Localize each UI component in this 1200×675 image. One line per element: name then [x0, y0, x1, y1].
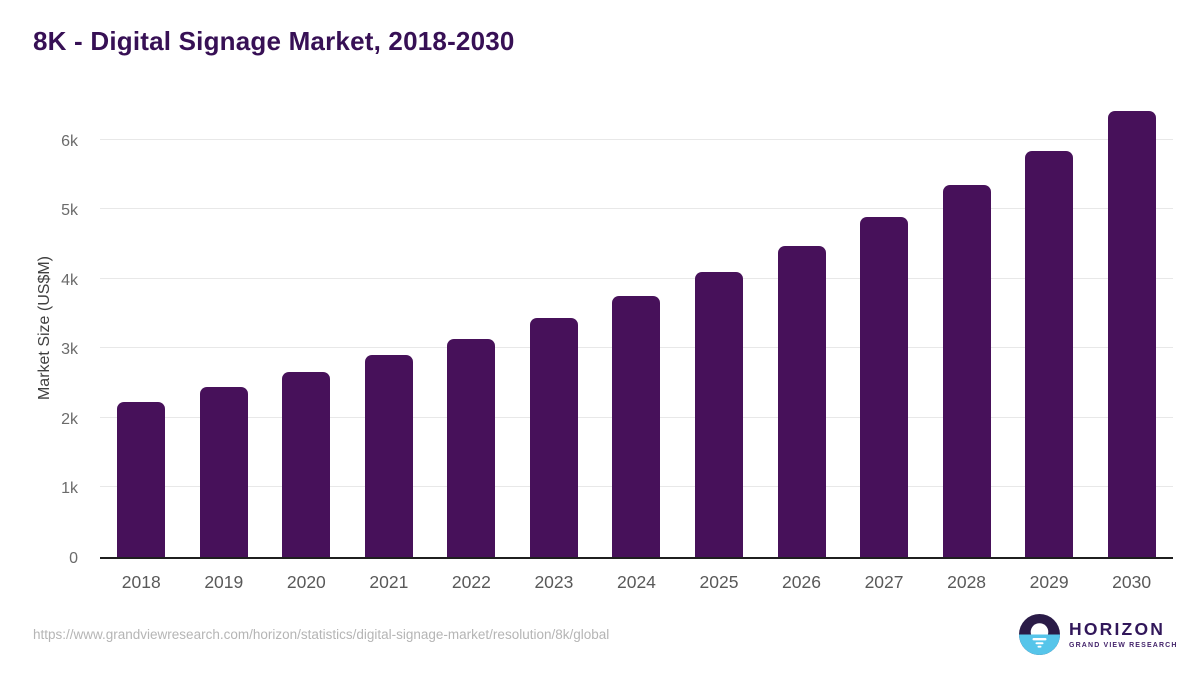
y-tick-0: 0: [69, 550, 78, 567]
y-tick-3k: 3k: [61, 341, 78, 359]
y-tick-4k: 4k: [61, 271, 78, 289]
horizon-logo[interactable]: HORIZON GRAND VIEW RESEARCH: [1019, 614, 1178, 655]
bar-2026[interactable]: [777, 246, 826, 557]
bar-column-2030: [1090, 98, 1173, 557]
bar-columns: [100, 98, 1173, 557]
gridline-4k: [100, 277, 1173, 279]
horizon-logo-name: HORIZON: [1069, 618, 1166, 639]
bar-column-2022: [430, 98, 513, 557]
gridline-5k: [100, 208, 1173, 210]
x-tick-2025: 2025: [699, 572, 739, 592]
y-tick-6k: 6k: [61, 132, 78, 150]
x-tick-2020: 2020: [286, 572, 326, 592]
chart-title: 8K - Digital Signage Market, 2018-2030: [33, 26, 515, 56]
bar-2029[interactable]: [1025, 150, 1074, 557]
x-tick-2027: 2027: [864, 572, 904, 592]
y-axis-ticks: 0 1k 2k 3k 4k 5k 6k: [0, 98, 88, 567]
bar-column-2027: [843, 98, 926, 557]
bar-column-2018: [100, 98, 183, 557]
gridline-6k: [100, 138, 1173, 140]
y-tick-5k: 5k: [61, 202, 78, 220]
x-tick-2022: 2022: [451, 572, 491, 592]
bar-2019[interactable]: [199, 386, 248, 557]
x-tick-2021: 2021: [369, 572, 409, 592]
bar-column-2026: [760, 98, 843, 557]
bar-2028[interactable]: [942, 184, 991, 557]
bar-column-2028: [925, 98, 1008, 557]
x-axis-labels: 2018 2019 2020 2021 2022 2023 2024 2025 2026 2027…: [100, 572, 1173, 593]
horizon-logo-icon: [1019, 614, 1060, 655]
bar-2025[interactable]: [694, 271, 743, 557]
x-tick-2019: 2019: [204, 572, 244, 592]
bar-2023[interactable]: [529, 318, 578, 557]
bar-column-2019: [183, 98, 266, 557]
x-tick-2028: 2028: [947, 572, 987, 592]
bar-column-2020: [265, 98, 348, 557]
bar-2027[interactable]: [860, 216, 909, 557]
x-tick-2029: 2029: [1029, 572, 1069, 592]
bar-column-2029: [1008, 98, 1091, 557]
horizon-logo-tagline: GRAND VIEW RESEARCH: [1069, 642, 1178, 650]
bar-2018[interactable]: [117, 401, 166, 557]
bar-column-2023: [513, 98, 596, 557]
y-tick-1k: 1k: [61, 480, 78, 498]
bar-2021[interactable]: [364, 355, 413, 557]
bar-2030[interactable]: [1107, 110, 1156, 557]
bar-column-2024: [595, 98, 678, 557]
bar-2024[interactable]: [612, 295, 661, 557]
x-tick-2030: 2030: [1112, 572, 1152, 592]
x-tick-2023: 2023: [534, 572, 574, 592]
bar-2022[interactable]: [447, 338, 496, 557]
x-tick-2026: 2026: [782, 572, 821, 592]
x-tick-2018: 2018: [121, 572, 161, 592]
plot-area: [100, 98, 1173, 559]
x-tick-2024: 2024: [616, 572, 656, 592]
horizon-logo-text: HORIZON GRAND VIEW RESEARCH: [1069, 618, 1178, 650]
bar-2020[interactable]: [282, 372, 331, 557]
y-tick-2k: 2k: [61, 410, 78, 428]
source-url: https://www.grandviewresearch.com/horizo…: [33, 627, 610, 642]
bar-column-2025: [678, 98, 761, 557]
bar-column-2021: [348, 98, 431, 557]
